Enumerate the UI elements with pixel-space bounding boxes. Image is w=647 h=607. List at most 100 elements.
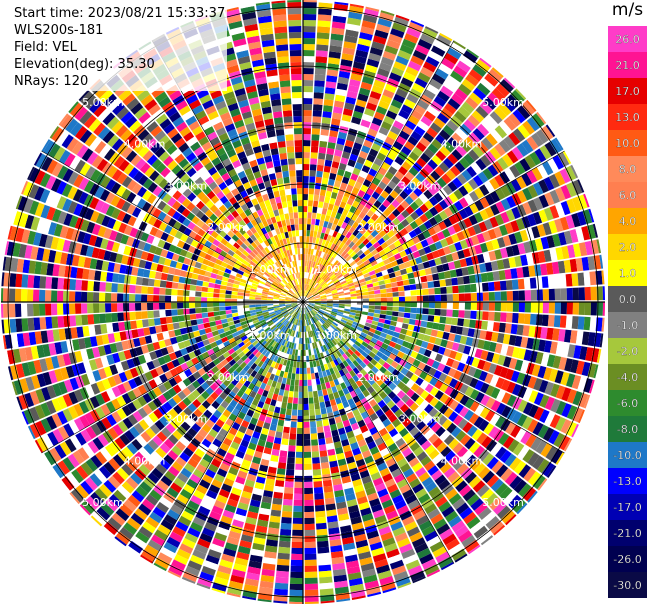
range-ring-label: 4.00km [124, 454, 166, 467]
radar-ray [21, 180, 298, 300]
range-ring-label: 4.00km [441, 454, 483, 467]
radar-ray [307, 305, 538, 503]
colorbar-swatch [608, 390, 647, 417]
radar-ray [307, 77, 516, 298]
radar-ray [304, 307, 382, 597]
colorbar-swatch [608, 182, 647, 209]
radar-ray [308, 223, 598, 301]
radar-ray [306, 307, 468, 563]
radar-ray [41, 139, 298, 299]
radar-ray [114, 306, 300, 547]
radar-ray [33, 152, 298, 300]
radar-ray [307, 305, 548, 491]
radar-ray [306, 57, 492, 298]
radar-ray [211, 307, 302, 594]
radar-ray [102, 306, 300, 537]
radar-ray [308, 193, 590, 301]
radar-ray [304, 6, 380, 297]
colorbar-swatch [608, 494, 647, 521]
radar-ray [309, 302, 605, 332]
radar-ray [306, 306, 506, 536]
radar-ray [8, 303, 298, 381]
range-ring-label: 1.00km [249, 263, 291, 276]
radar-ray [273, 308, 303, 604]
range-ring-label: 3.00km [399, 179, 441, 192]
radar-ray [308, 302, 602, 363]
colorbar-swatch [608, 208, 647, 235]
radar-ray [257, 307, 303, 603]
radar-ray [78, 89, 299, 298]
radar-ray [303, 0, 317, 296]
radar-ray [308, 304, 579, 438]
radar-ray [304, 307, 412, 589]
radar-ray [303, 3, 364, 297]
colorbar-swatch [608, 156, 647, 183]
colorbar-tick-label: -13.0 [613, 475, 641, 488]
radar-ray [308, 137, 564, 299]
azimuth-spoke [302, 40, 455, 303]
colorbar-unit: m/s [611, 0, 644, 20]
radar-ray [4, 241, 298, 302]
colorbar-swatch [608, 286, 647, 313]
range-ring-label: 1.00km [315, 263, 357, 276]
range-ring-label: 2.00km [207, 221, 249, 234]
elevation-text: Elevation(deg): 35.30 [14, 57, 155, 72]
radar-ray [16, 303, 298, 411]
velocity-colorbar: 26.0 21.0 17.0 13.0 10.0 8.0 6.0 4.0 2.0 1.0 0.0 -1… [608, 26, 647, 598]
range-ring-label: 5.00km [82, 96, 124, 109]
radar-ray [308, 303, 591, 409]
range-ring-label: 5.00km [482, 496, 524, 509]
colorbar-tick-label: 6.0 [619, 189, 637, 202]
radar-ray [167, 307, 301, 578]
range-ring-label: 1.00km [249, 329, 291, 342]
colorbar-swatch [608, 52, 647, 79]
radar-ray [306, 40, 466, 297]
colorbar-tick-label: 26.0 [615, 33, 640, 46]
colorbar-tick-label: -1.0 [617, 319, 638, 332]
radar-ray [309, 302, 606, 316]
range-ring-label: 3.00km [166, 179, 208, 192]
range-ring-label: 3.00km [166, 413, 208, 426]
azimuth-spoke [302, 301, 565, 454]
radar-ray [11, 210, 298, 301]
radar-ray [34, 304, 298, 453]
colorbar-tick-label: 0.0 [619, 293, 637, 306]
radar-ray [242, 307, 303, 601]
range-ring-label: 5.00km [482, 96, 524, 109]
colorbar-swatch [608, 260, 647, 287]
radar-ray [304, 307, 366, 600]
radar-ray [305, 307, 454, 571]
radar-ray [305, 32, 453, 297]
azimuth-spokes [1, 0, 605, 604]
radar-ray [11, 303, 298, 396]
colorbar-swatch [608, 442, 647, 469]
radar-ray [1, 302, 297, 334]
scan-info-panel: Start time: 2023/08/21 15:33:37 WLS200s-… [12, 4, 228, 91]
radar-ray [307, 306, 528, 515]
radar-ray [140, 307, 300, 564]
colorbar-swatch [608, 546, 647, 573]
radar-ray [305, 307, 441, 578]
range-ring-labels: 1.00km 2.00km 3.00km 4.00km 5.00km 1.00km 2.00… [82, 96, 524, 509]
radar-ray [308, 151, 572, 300]
colorbar-swatch [608, 234, 647, 261]
colorbar-swatch [608, 104, 647, 131]
instrument-name: WLS200s-181 [14, 23, 104, 38]
colorbar-tick-label: 1.0 [619, 267, 637, 280]
radar-ray [90, 306, 299, 527]
azimuth-spoke [151, 301, 304, 564]
range-ring-label: 1.00km [315, 329, 357, 342]
azimuth-spoke [302, 301, 455, 564]
radar-ray [307, 111, 547, 299]
radar-ray [308, 179, 585, 300]
range-ring-label: 2.00km [357, 371, 399, 384]
velocity-sectors [0, 0, 606, 605]
azimuth-spoke [41, 150, 304, 303]
radar-ray [307, 124, 556, 299]
colorbar-tick-label: -21.0 [613, 527, 641, 540]
range-ring-label: 3.00km [399, 413, 441, 426]
radar-ray [2, 302, 298, 350]
radar-ray [153, 307, 301, 572]
radar-ray [308, 239, 601, 301]
radar-ray [7, 225, 298, 301]
